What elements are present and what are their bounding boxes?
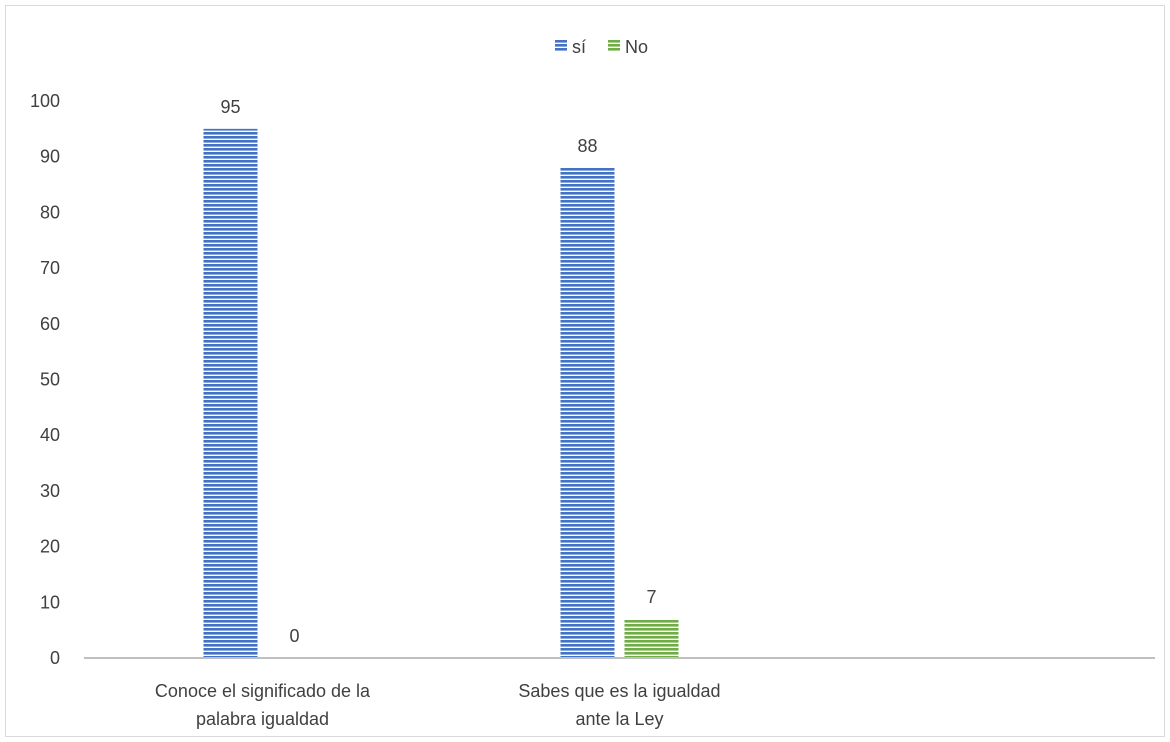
data-label: 95 [220,97,240,117]
legend-swatch-si [555,40,567,52]
y-tick-label: 90 [40,147,60,167]
y-tick-label: 20 [40,537,60,557]
y-tick-label: 0 [50,648,60,668]
y-tick-label: 100 [30,91,60,111]
data-labels: 95 88 0 7 [220,97,656,646]
y-tick-label: 80 [40,202,60,222]
legend: sí No [555,37,648,57]
data-label: 0 [289,626,299,646]
y-tick-label: 60 [40,314,60,334]
y-tick-label: 50 [40,370,60,390]
bar-si [560,167,615,658]
y-tick-label: 30 [40,481,60,501]
y-tick-label: 10 [40,592,60,612]
legend-swatch-no [608,40,620,52]
y-tick-label: 70 [40,258,60,278]
y-axis: 0 10 20 30 40 50 60 70 80 90 100 [30,91,60,668]
bar-no [624,619,679,658]
category-label: Sabes que es la igualdad [518,681,720,701]
bars [203,128,679,659]
data-label: 88 [577,136,597,156]
x-axis: Conoce el significado de la palabra igual… [155,681,721,729]
bar-si [203,128,258,659]
category-label: ante la Ley [575,709,663,729]
legend-label: No [625,37,648,57]
category-label: Conoce el significado de la [155,681,371,701]
category-label: palabra igualdad [196,709,329,729]
y-tick-label: 40 [40,425,60,445]
legend-label: sí [572,37,586,57]
data-label: 7 [646,587,656,607]
